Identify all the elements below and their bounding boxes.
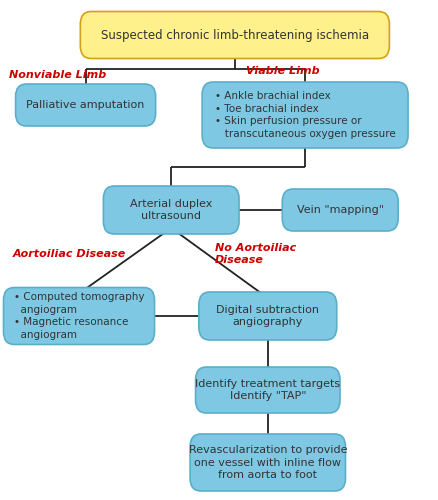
Text: Suspected chronic limb-threatening ischemia: Suspected chronic limb-threatening ische… — [101, 28, 368, 42]
Text: Digital subtraction
angiography: Digital subtraction angiography — [216, 304, 318, 328]
FancyBboxPatch shape — [16, 84, 155, 126]
FancyBboxPatch shape — [4, 288, 154, 344]
Text: Aortoiliac Disease: Aortoiliac Disease — [13, 249, 126, 259]
FancyBboxPatch shape — [198, 292, 336, 340]
Text: • Ankle brachial index
• Toe brachial index
• Skin perfusion pressure or
   tran: • Ankle brachial index • Toe brachial in… — [214, 91, 395, 139]
FancyBboxPatch shape — [282, 189, 397, 231]
Text: Vein "mapping": Vein "mapping" — [296, 205, 383, 215]
Text: • Computed tomography
  angiogram
• Magnetic resonance
  angiogram: • Computed tomography angiogram • Magnet… — [14, 292, 144, 340]
Text: Palliative amputation: Palliative amputation — [26, 100, 145, 110]
Text: Nonviable Limb: Nonviable Limb — [9, 70, 106, 80]
FancyBboxPatch shape — [80, 12, 389, 58]
Text: Identify treatment targets
Identify "TAP": Identify treatment targets Identify "TAP… — [195, 378, 339, 402]
FancyBboxPatch shape — [195, 367, 339, 413]
Text: Revascularization to provide
one vessel with inline flow
from aorta to foot: Revascularization to provide one vessel … — [188, 444, 346, 480]
FancyBboxPatch shape — [201, 82, 407, 148]
FancyBboxPatch shape — [190, 434, 345, 491]
Text: No Aortoiliac
Disease: No Aortoiliac Disease — [215, 243, 296, 265]
Text: Arterial duplex
ultrasound: Arterial duplex ultrasound — [130, 198, 212, 222]
Text: Viable Limb: Viable Limb — [245, 66, 319, 76]
FancyBboxPatch shape — [103, 186, 238, 234]
